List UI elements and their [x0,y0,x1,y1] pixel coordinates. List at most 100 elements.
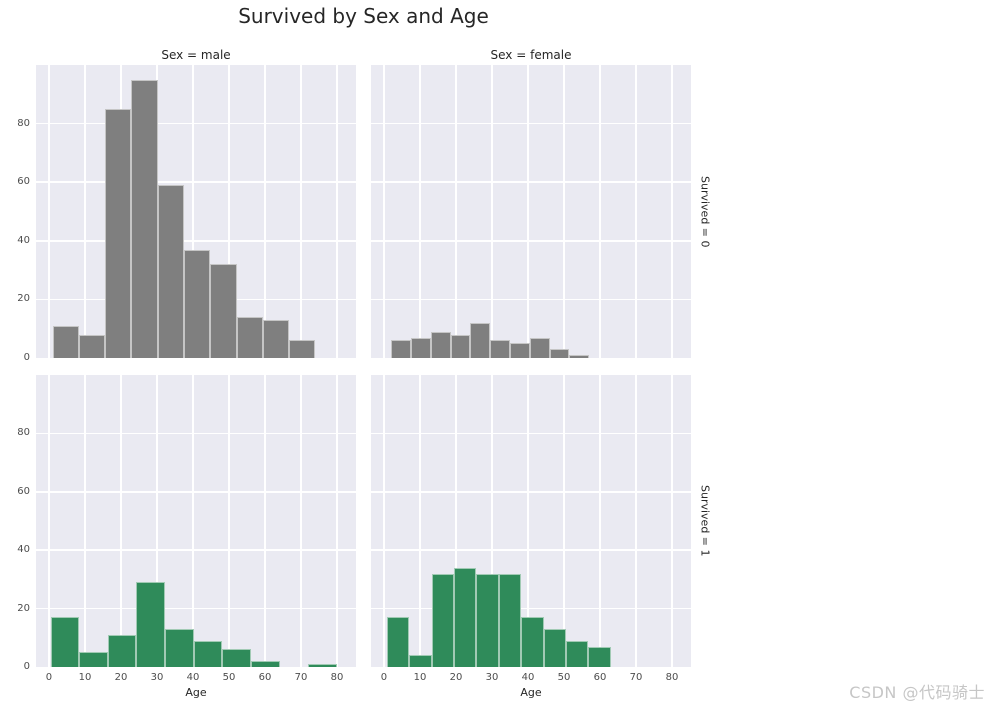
x-tick-label: 40 [186,672,200,683]
histogram-bar [490,340,510,358]
x-gridline [455,65,457,358]
y-gridline [36,491,356,493]
x-gridline [264,65,266,358]
x-gridline [120,375,122,667]
histogram-bar [251,661,280,667]
x-tick-label: 30 [485,672,499,683]
histogram-bar [262,319,290,358]
histogram-bar [430,331,451,358]
x-gridline [48,65,50,358]
histogram-bar [431,573,454,667]
x-tick-label: 30 [150,672,164,683]
histogram-bar [107,634,137,667]
x-tick-label: 10 [78,672,92,683]
x-gridline [563,65,565,358]
y-gridline [36,549,356,551]
histogram-bar [569,355,590,358]
histogram-bar [476,573,499,667]
y-tick-label: 80 [17,427,30,439]
histogram-bar [78,334,106,358]
x-tick-label: 80 [330,672,344,683]
y-gridline [371,549,691,551]
x-gridline [671,375,673,667]
histogram-bar [308,664,337,667]
histogram-bar [470,322,491,358]
x-gridline [300,375,302,667]
histogram-bar [136,582,166,667]
x-tick-label: 20 [114,672,128,683]
x-gridline [419,375,421,667]
histogram-bar [222,649,252,667]
histogram-bar [131,79,158,358]
x-gridline [635,65,637,358]
x-tick-label: 50 [557,672,571,683]
x-gridline [599,65,601,358]
x-tick-label: 40 [521,672,535,683]
x-tick-label: 0 [380,672,388,683]
y-tick-label: 40 [17,234,30,246]
x-gridline [671,65,673,358]
row-label-survived-0: Survived = 0 [698,175,712,248]
y-gridline [371,298,691,301]
histogram-bar [409,655,432,667]
histogram-bar [193,640,223,667]
histogram-bar [450,334,471,358]
x-gridline [455,375,457,667]
y-gridline [36,240,356,242]
x-axis-label-right: Age [520,686,542,699]
x-tick-label: 80 [665,672,679,683]
x-gridline [192,375,194,667]
x-gridline [300,65,302,358]
histogram-bar [236,316,263,358]
x-gridline [228,65,230,358]
histogram-bar [549,349,570,358]
y-gridline [36,181,356,183]
histogram-bar [498,573,522,667]
histogram-bar [52,325,79,358]
x-gridline [48,375,50,667]
x-tick-label: 70 [629,672,643,683]
x-tick-label: 70 [294,672,308,683]
histogram-bar [565,640,589,667]
facet-title-sex-male: Sex = male [161,48,231,62]
x-gridline [491,375,493,667]
y-tick-label: 60 [17,485,30,497]
y-gridline [36,607,356,610]
y-gridline [371,181,691,183]
x-tick-label: 0 [45,672,53,683]
histogram-bar [50,617,80,667]
x-gridline [156,375,158,667]
histogram-bar [183,249,211,358]
x-gridline [383,65,385,358]
chart-title: Survived by Sex and Age [238,4,489,28]
histogram-bar [509,343,530,358]
histogram-bar [289,340,316,358]
x-gridline [228,375,230,667]
histogram-bar [157,185,184,358]
x-gridline [491,65,493,358]
y-tick-label: 40 [17,544,30,556]
histogram-bar [410,337,431,358]
x-gridline [635,375,637,667]
histogram-bar [521,617,544,667]
x-gridline [264,375,266,667]
x-gridline [84,65,86,358]
histogram-bar [453,567,477,667]
x-gridline [599,375,601,667]
histogram-bar [210,264,237,358]
histogram-bar [79,652,108,667]
plot-panel-female-survived [371,375,691,667]
y-tick-label: 0 [23,661,30,672]
y-gridline [371,491,691,493]
y-gridline [371,432,691,435]
x-gridline [419,65,421,358]
x-gridline [527,65,529,358]
y-tick-label: 80 [17,117,30,129]
facet-title-sex-female: Sex = female [490,48,572,62]
plot-panel-female-died [371,65,691,358]
y-tick-label: 20 [17,602,30,614]
y-gridline [371,240,691,242]
histogram-bar [391,340,411,358]
y-gridline [371,607,691,610]
